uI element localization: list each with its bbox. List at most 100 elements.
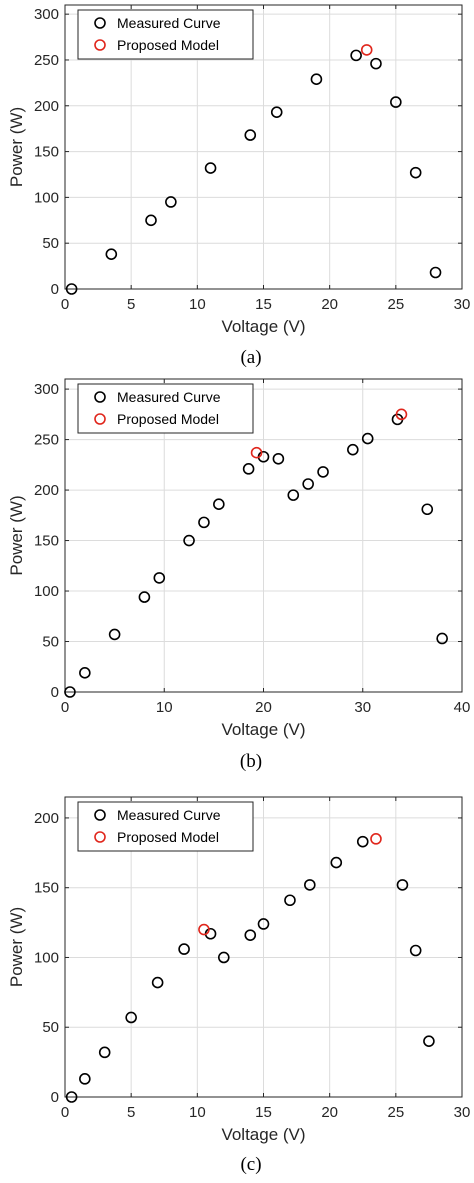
data-point-measured <box>317 466 329 478</box>
data-point-proposed <box>198 923 210 936</box>
x-tick-label: 0 <box>61 699 69 716</box>
x-tick-label: 0 <box>61 296 69 313</box>
data-point-measured <box>270 106 283 118</box>
legend-box <box>77 383 254 434</box>
data-point-measured <box>145 214 157 227</box>
data-point-measured <box>423 1035 435 1047</box>
data-point-measured <box>409 166 422 179</box>
legend-entry-label: Proposed Model <box>117 37 219 53</box>
data-point-measured <box>108 628 121 641</box>
x-tick-label: 20 <box>321 1104 338 1121</box>
data-point-measured <box>350 49 362 62</box>
data-point-measured <box>310 73 323 86</box>
x-tick-label: 10 <box>156 699 173 716</box>
figure-caption: (c) <box>240 1154 261 1175</box>
x-tick-label: 20 <box>321 296 338 313</box>
data-point-measured <box>421 503 434 516</box>
data-point-measured <box>330 856 343 869</box>
data-point-measured <box>347 443 359 456</box>
legend-marker <box>94 809 106 821</box>
data-point-measured <box>356 835 369 848</box>
data-point-measured <box>153 572 166 584</box>
legend-entry-label: Proposed Model <box>117 411 219 427</box>
legend-marker <box>94 413 106 425</box>
data-point-measured <box>361 432 374 445</box>
legend: Measured Curve Proposed Model <box>77 801 254 852</box>
y-tick-label: 200 <box>34 482 59 499</box>
x-tick-label: 10 <box>189 296 206 313</box>
data-point-measured <box>178 943 190 955</box>
data-point-measured <box>198 516 210 529</box>
legend-marker <box>94 39 106 51</box>
data-point-measured <box>65 1091 78 1103</box>
data-point-proposed <box>370 833 382 845</box>
data-point-measured <box>244 129 257 141</box>
x-tick-label: 25 <box>387 296 404 313</box>
data-point-measured <box>218 951 230 964</box>
data-point-measured <box>165 196 177 208</box>
data-point-measured <box>105 248 118 260</box>
data-point-measured <box>151 976 164 989</box>
figure-caption: (b) <box>240 751 262 772</box>
y-tick-label: 300 <box>34 381 59 398</box>
data-point-measured <box>370 57 382 70</box>
y-tick-label: 250 <box>34 432 59 449</box>
data-point-measured <box>302 478 314 490</box>
data-point-measured <box>138 591 151 603</box>
x-tick-label: 5 <box>127 296 135 313</box>
data-point-measured <box>79 667 91 679</box>
data-point-measured <box>183 534 195 547</box>
x-axis-label: Voltage (V) <box>221 720 305 739</box>
x-axis-label: Voltage (V) <box>221 1125 305 1144</box>
data-point-measured <box>64 686 76 698</box>
data-point-measured <box>390 96 402 108</box>
data-point-measured <box>396 879 409 891</box>
y-tick-label: 150 <box>34 144 59 161</box>
x-tick-label: 30 <box>454 296 471 313</box>
data-point-measured <box>257 918 270 930</box>
legend-entry-label: Measured Curve <box>117 389 221 405</box>
figure-caption: (a) <box>240 347 261 368</box>
data-point-measured <box>242 463 255 475</box>
data-point-measured <box>98 1046 111 1059</box>
x-tick-label: 15 <box>255 296 272 313</box>
y-tick-label: 100 <box>34 949 59 966</box>
legend-marker <box>94 391 106 403</box>
y-tick-label: 0 <box>51 684 59 701</box>
x-tick-label: 25 <box>387 1104 404 1121</box>
data-point-measured <box>287 489 300 501</box>
y-tick-label: 50 <box>42 1019 59 1036</box>
legend-entry-label: Measured Curve <box>117 15 221 31</box>
y-tick-label: 0 <box>51 281 59 298</box>
y-axis-label: Power (W) <box>7 907 26 987</box>
legend-box <box>77 801 254 852</box>
data-point-measured <box>125 1011 137 1024</box>
y-tick-label: 300 <box>34 6 59 23</box>
x-axis-label: Voltage (V) <box>221 317 305 336</box>
legend-box <box>77 9 254 60</box>
chart-b: 0 10 20 30 40 0 50 100 150 200 250 300 Voltage (V) Po… <box>7 378 471 772</box>
data-point-measured <box>272 452 285 465</box>
x-tick-label: 0 <box>61 1104 69 1121</box>
legend: Measured Curve Proposed Model <box>77 9 254 60</box>
y-tick-label: 200 <box>34 810 59 827</box>
data-point-measured <box>436 632 448 645</box>
y-tick-label: 100 <box>34 583 59 600</box>
y-tick-label: 100 <box>34 189 59 206</box>
legend-marker <box>94 831 106 843</box>
y-tick-label: 150 <box>34 880 59 897</box>
data-point-measured <box>65 283 78 295</box>
data-point-measured <box>304 879 316 891</box>
x-tick-label: 15 <box>255 1104 272 1121</box>
data-point-proposed <box>250 446 263 459</box>
x-tick-label: 30 <box>354 699 371 716</box>
data-point-measured <box>79 1073 91 1085</box>
x-tick-label: 20 <box>255 699 272 716</box>
y-axis-label: Power (W) <box>7 107 26 187</box>
data-point-measured <box>244 929 257 941</box>
x-tick-label: 40 <box>454 699 471 716</box>
x-tick-label: 5 <box>127 1104 135 1121</box>
y-tick-label: 250 <box>34 52 59 69</box>
